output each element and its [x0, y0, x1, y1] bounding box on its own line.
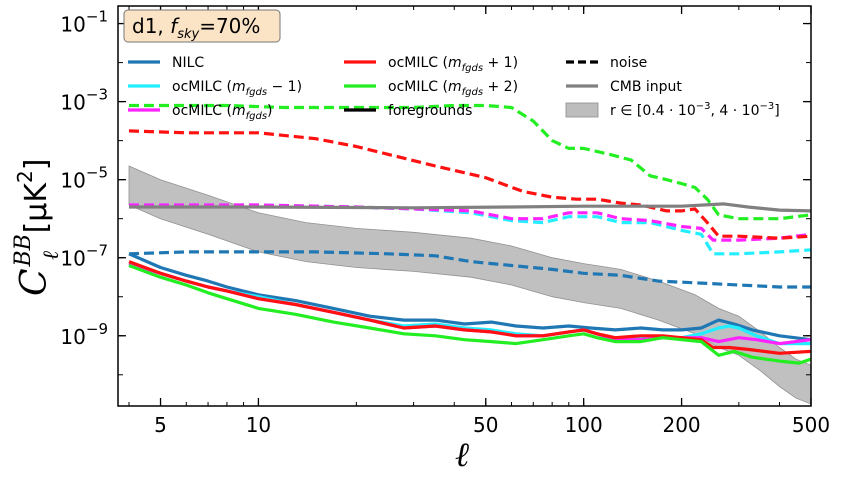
x-tick-label: 10 [246, 413, 271, 437]
series-ocmilc-m-fgds-2-noise [129, 103, 811, 221]
x-axis-title: ℓ [455, 435, 469, 475]
legend: NILC ocMILC (mfgds − 1) ocMILC (mfgds) ocMI… [128, 55, 780, 122]
legend-item-r-0-4-10-4-10: r ∈ [0.4 · 10−3, 4 · 10−3] [565, 101, 780, 119]
legend-item-cmb-input: CMB input [566, 79, 682, 95]
series-ocmilc-m-fgds-1-noise [129, 203, 811, 256]
series-ocmilc-m-fgds-noise [129, 203, 811, 242]
legend-label: CMB input [610, 79, 682, 95]
y-tick-label: 10−5 [60, 164, 108, 193]
r-range-band [128, 165, 811, 405]
legend-item-foregrounds: foregrounds [344, 103, 472, 119]
y-axis-title: CBB ℓ [μK2] [11, 158, 64, 296]
legend-item-ocmilc-m-fgds: ocMILC (mfgds) [128, 103, 273, 122]
annotation-text: d1, fsky=70% [132, 14, 260, 42]
band-layer [128, 165, 811, 405]
y-tick-label: 10−1 [60, 8, 108, 37]
legend-label: r ∈ [0.4 · 10−3, 4 · 10−3] [610, 101, 780, 119]
series-nilc-foregrounds [128, 252, 811, 342]
series-ocmilc-m-fgds-1-foregrounds [128, 260, 811, 355]
annotation-box-bg [123, 9, 281, 43]
series-cmb-input [129, 202, 811, 213]
legend-item-ocmilc-m-fgds-1: ocMILC (mfgds − 1) [128, 79, 302, 98]
y-tick-label: 10−9 [60, 320, 108, 349]
legend-item-nilc: NILC [128, 55, 204, 71]
legend-label: NILC [172, 55, 204, 71]
legend-item-ocmilc-m-fgds-1: ocMILC (mfgds + 1) [344, 55, 518, 74]
legend-label: ocMILC (mfgds + 1) [388, 55, 518, 74]
y-tick-label: 10−3 [60, 86, 108, 115]
legend-label: noise [610, 55, 647, 71]
series-layer [128, 103, 811, 365]
axes-layer: 5 10 50 100 200 500 10−1 10−3 10−5 10−7 10−9 ℓ CBB ℓ … [11, 5, 830, 475]
legend-item-noise: noise [566, 55, 647, 71]
series-ocmilc-m-fgds-1-noise [128, 129, 811, 240]
legend-label: foregrounds [388, 103, 472, 119]
legend-label: ocMILC (mfgds + 2) [388, 79, 518, 98]
x-tick-label: 200 [662, 413, 700, 437]
legend-label: ocMILC (mfgds − 1) [172, 79, 302, 98]
x-tick-label: 5 [154, 413, 167, 437]
x-tick-label: 100 [565, 413, 603, 437]
series-nilc-noise [128, 250, 811, 289]
legend-label: ocMILC (mfgds) [172, 103, 273, 122]
annotation-box: d1, fsky=70% [123, 9, 281, 43]
series-ocmilc-m-fgds-2-foregrounds [128, 264, 811, 365]
y-tick-label: 10−7 [60, 242, 108, 271]
x-tick-label: 50 [473, 413, 498, 437]
legend-swatch [565, 102, 599, 118]
plot-frame [117, 5, 812, 407]
legend-item-ocmilc-m-fgds-2: ocMILC (mfgds + 2) [344, 79, 518, 98]
x-tick-label: 500 [792, 413, 830, 437]
